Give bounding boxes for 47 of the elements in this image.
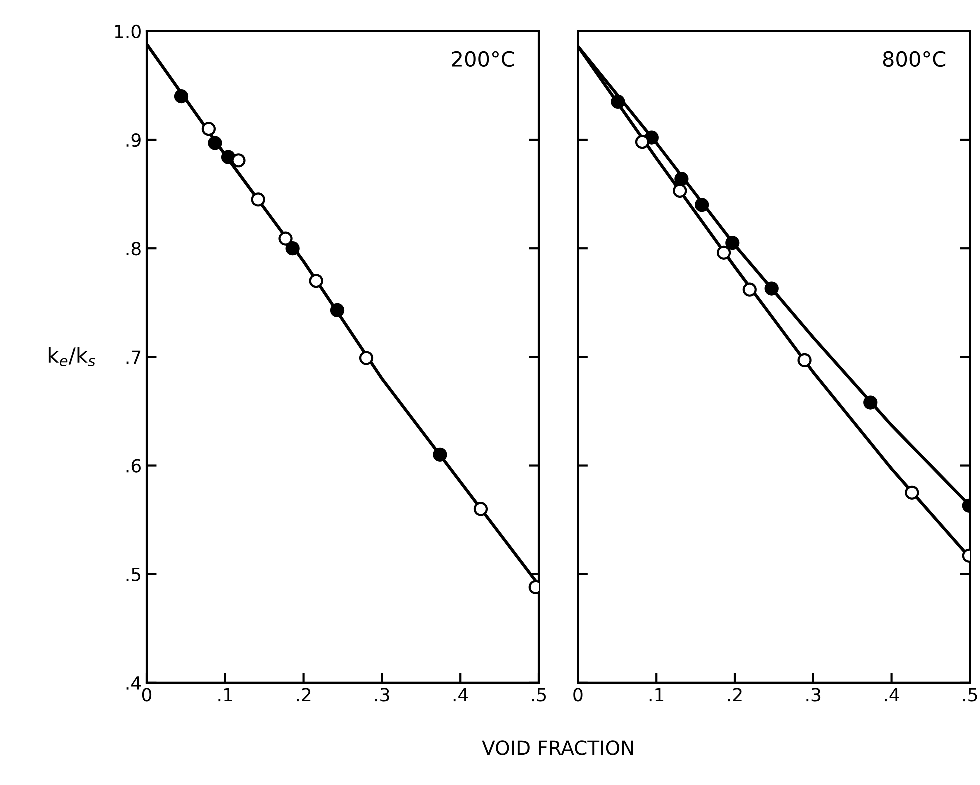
y-tick-label: .8	[126, 242, 141, 256]
point	[330, 303, 345, 318]
point	[251, 192, 266, 207]
x-tick-label: .4	[885, 688, 900, 702]
y-tick-label: .5	[126, 568, 141, 582]
y-tick-label: 1.0	[115, 24, 141, 39]
x-tick-label: .5	[532, 688, 546, 702]
x-tick-label: .2	[728, 688, 742, 702]
point	[278, 232, 293, 246]
point	[286, 242, 300, 256]
y-axis-title: k$_{e}$/k$_{s}$	[48, 347, 96, 367]
point	[635, 135, 650, 150]
point	[174, 89, 189, 104]
annotation: 200°C	[452, 51, 514, 68]
point	[764, 282, 779, 296]
point	[695, 198, 710, 212]
point	[905, 486, 920, 500]
x-tick-label: 0	[574, 688, 583, 702]
point	[433, 448, 448, 462]
point	[673, 184, 688, 198]
point	[726, 236, 740, 250]
annotation: 800°C	[883, 51, 946, 68]
point	[232, 154, 246, 168]
y-tick-label: .6	[126, 459, 142, 473]
x-tick-label: 0	[142, 688, 152, 702]
y-tick-label: .4	[126, 676, 142, 690]
point	[208, 136, 222, 150]
point	[202, 122, 216, 136]
point	[359, 351, 374, 366]
y-tick-label: .7	[126, 350, 141, 364]
x-tick-label: .3	[376, 688, 390, 702]
point	[474, 502, 488, 516]
x-tick-label: .5	[964, 688, 978, 702]
point	[798, 353, 812, 368]
x-tick-label: .2	[297, 688, 311, 702]
point	[674, 172, 689, 186]
point	[611, 94, 626, 110]
x-axis-title: VOID FRACTION	[482, 740, 634, 756]
x-tick-label: .4	[454, 688, 468, 702]
point	[742, 282, 757, 297]
point	[864, 396, 878, 410]
x-tick-label: .3	[806, 688, 821, 702]
point	[716, 246, 732, 260]
x-tick-label: .1	[650, 688, 664, 702]
point	[309, 274, 324, 288]
y-tick-label: .9	[126, 133, 141, 148]
x-tick-label: .1	[218, 688, 232, 702]
